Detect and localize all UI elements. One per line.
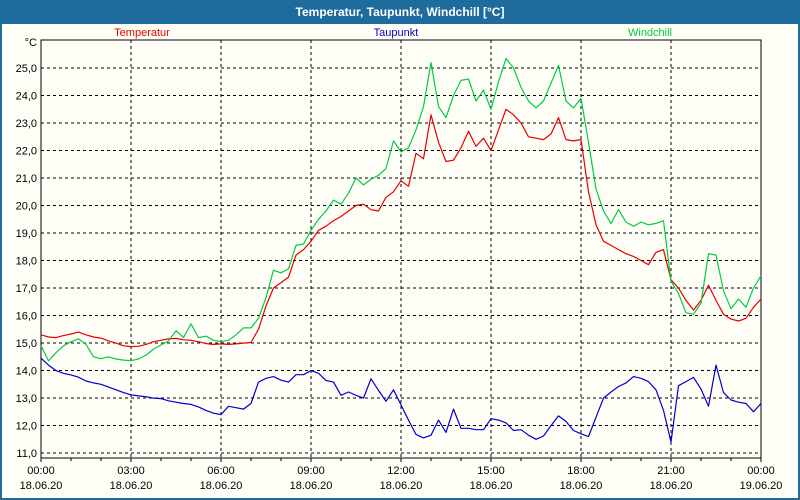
legend-windchill: Windchill xyxy=(627,27,673,39)
x-tick-date-label: 18.06.20 xyxy=(20,480,63,492)
y-tick-label: 14,0 xyxy=(16,366,37,378)
y-tick-label: 21,0 xyxy=(16,173,37,185)
window-title: Temperatur, Taupunkt, Windchill [°C] xyxy=(295,5,505,19)
series-line-windchill xyxy=(40,57,762,362)
x-tick-time-label: 15:00 xyxy=(477,465,505,477)
series-line-taupunkt xyxy=(40,357,762,443)
y-tick-label: 17,0 xyxy=(16,283,37,295)
y-tick-label: 24,0 xyxy=(16,91,37,103)
y-tick-label: 12,0 xyxy=(16,421,37,433)
y-tick-label: 13,0 xyxy=(16,393,37,405)
x-tick-time-label: 12:00 xyxy=(387,465,415,477)
y-tick-label: 22,0 xyxy=(16,146,37,158)
y-tick-label: 16,0 xyxy=(16,311,37,323)
x-tick-date-label: 18.06.20 xyxy=(380,480,423,492)
x-tick-time-label: 09:00 xyxy=(297,465,325,477)
title-bar: Temperatur, Taupunkt, Windchill [°C] xyxy=(0,0,800,24)
x-tick-time-label: 21:00 xyxy=(657,465,685,477)
x-tick-time-label: 18:00 xyxy=(567,465,595,477)
y-axis-unit-label: °C xyxy=(24,37,37,49)
y-tick-label: 15,0 xyxy=(16,338,37,350)
x-tick-date-label: 18.06.20 xyxy=(290,480,333,492)
x-tick-date-label: 18.06.20 xyxy=(560,480,603,492)
x-tick-date-label: 18.06.20 xyxy=(110,480,153,492)
x-tick-date-label: 19.06.20 xyxy=(740,480,783,492)
y-tick-label: 11,0 xyxy=(16,448,37,460)
y-tick-label: 18,0 xyxy=(16,256,37,268)
x-tick-time-label: 00:00 xyxy=(747,465,775,477)
series-line-temperatur xyxy=(40,108,762,348)
y-tick-label: 20,0 xyxy=(16,201,37,213)
x-tick-date-label: 18.06.20 xyxy=(470,480,513,492)
legend-temperatur: Temperatur xyxy=(114,27,170,39)
x-tick-time-label: 03:00 xyxy=(117,465,145,477)
y-tick-label: 23,0 xyxy=(16,118,37,130)
legend-taupunkt: Taupunkt xyxy=(373,27,419,39)
x-tick-time-label: 06:00 xyxy=(207,465,235,477)
x-tick-date-label: 18.06.20 xyxy=(200,480,243,492)
y-tick-label: 25,0 xyxy=(16,63,37,75)
x-tick-date-label: 18.06.20 xyxy=(650,480,693,492)
y-tick-label: 19,0 xyxy=(16,228,37,240)
x-tick-time-label: 00:00 xyxy=(27,465,55,477)
